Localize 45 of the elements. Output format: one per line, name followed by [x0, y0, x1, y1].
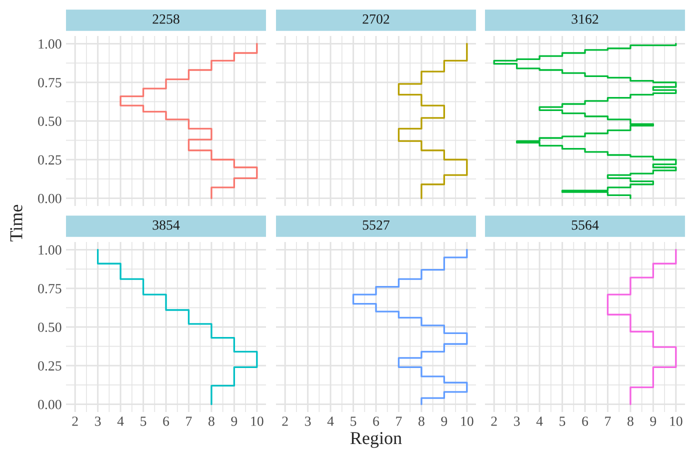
- x-tick-label: 10: [670, 416, 682, 426]
- chart-title: 2702: [362, 14, 390, 24]
- x-tick-label: 10: [251, 416, 264, 426]
- x-tick-label: 5: [560, 416, 566, 426]
- x-tick-label: 9: [650, 416, 656, 426]
- x-tick-label: 5: [140, 416, 146, 426]
- x-tick-label: 4: [117, 416, 124, 426]
- y-tick-label: 0.75: [38, 78, 62, 88]
- y-axis-title: Time: [10, 204, 22, 242]
- x-tick-label: 3: [305, 416, 311, 426]
- chart-title: 3854: [152, 220, 180, 230]
- y-tick-label: 0.25: [38, 361, 62, 371]
- x-tick-label: 8: [628, 416, 634, 426]
- x-tick-label: 4: [327, 416, 334, 426]
- x-tick-label: 2: [491, 416, 497, 426]
- y-tick-label: 0.75: [38, 284, 62, 294]
- x-tick-label: 6: [373, 416, 380, 426]
- y-tick-label: 0.50: [38, 116, 62, 126]
- chart-title: 5527: [362, 220, 390, 230]
- x-tick-label: 10: [461, 416, 474, 426]
- chart-title: 3162: [572, 14, 598, 24]
- x-tick-label: 7: [186, 416, 192, 426]
- x-tick-label: 8: [208, 416, 214, 426]
- y-tick-label: 1.00: [38, 39, 62, 49]
- x-tick-label: 3: [514, 416, 520, 426]
- chart-title: 5564: [572, 220, 599, 230]
- x-tick-label: 8: [418, 416, 424, 426]
- x-tick-label: 6: [163, 416, 170, 426]
- x-tick-label: 7: [605, 416, 611, 426]
- x-tick-label: 5: [350, 416, 356, 426]
- y-tick-label: 1.00: [38, 245, 62, 255]
- x-tick-label: 9: [441, 416, 448, 426]
- x-tick-label: 4: [536, 416, 543, 426]
- x-tick-label: 7: [396, 416, 402, 426]
- chart-title: 2258: [152, 14, 180, 24]
- x-tick-label: 2: [282, 416, 288, 426]
- x-tick-label: 9: [231, 416, 238, 426]
- y-tick-label: 0.50: [38, 322, 62, 332]
- y-tick-label: 0.00: [38, 400, 62, 410]
- x-tick-label: 2: [72, 416, 78, 426]
- y-tick-label: 0.25: [38, 155, 62, 165]
- x-axis-title: Region: [350, 432, 402, 448]
- x-tick-label: 3: [95, 416, 101, 426]
- y-tick-label: 0.00: [38, 194, 62, 204]
- x-tick-label: 6: [582, 416, 588, 426]
